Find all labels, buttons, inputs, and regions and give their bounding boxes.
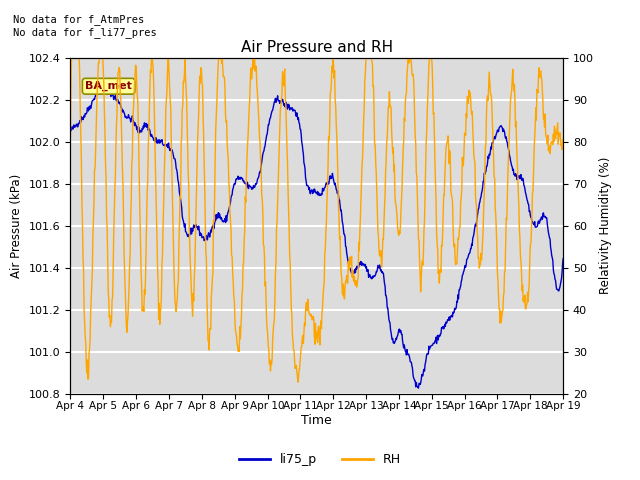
Text: No data for f_AtmPres
No data for f_li77_pres: No data for f_AtmPres No data for f_li77… [13,14,157,38]
X-axis label: Time: Time [301,414,332,427]
Text: BA_met: BA_met [85,81,132,91]
Legend: li75_p, RH: li75_p, RH [234,448,406,471]
Title: Air Pressure and RH: Air Pressure and RH [241,40,393,55]
Y-axis label: Air Pressure (kPa): Air Pressure (kPa) [10,173,23,278]
Y-axis label: Relativity Humidity (%): Relativity Humidity (%) [600,157,612,294]
